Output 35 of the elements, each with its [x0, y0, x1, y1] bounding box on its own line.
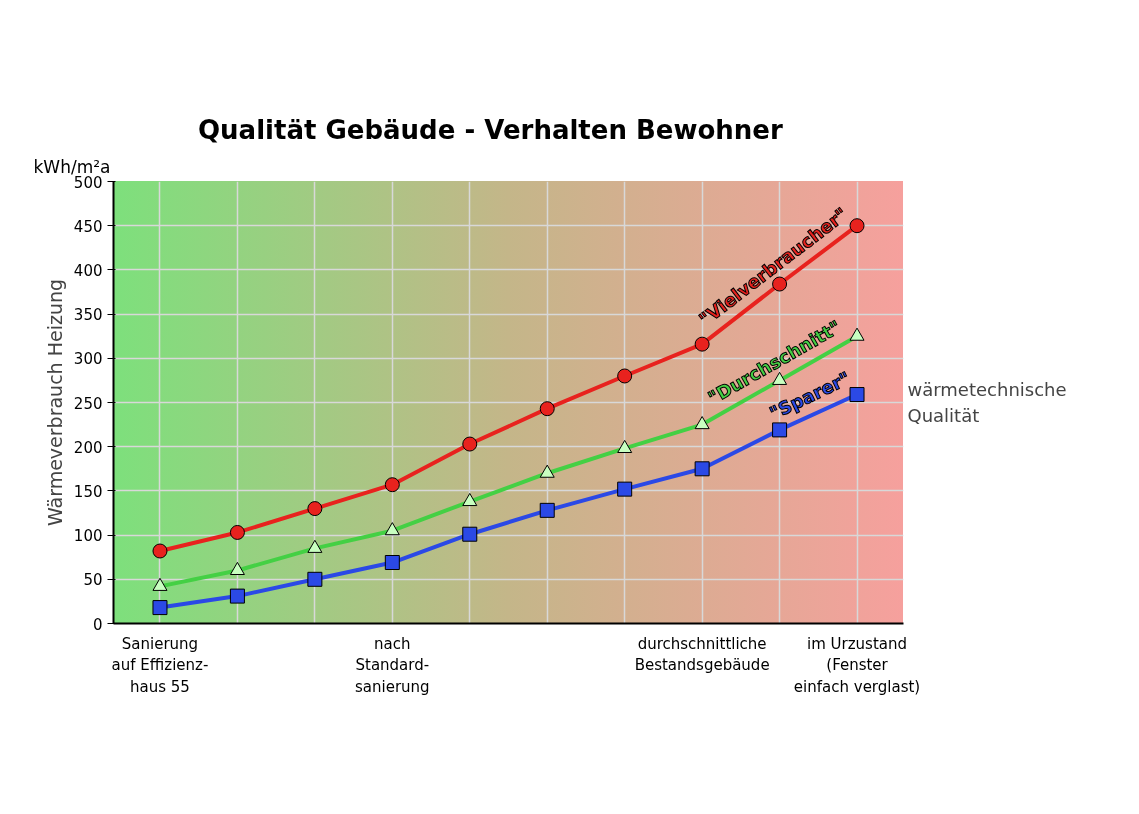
x-tick-label: nach Standard- sanierung	[355, 634, 430, 696]
x-tick-label: durchschnittliche Bestandsgebäude	[634, 634, 770, 675]
point	[772, 422, 788, 438]
y-tick-label: 350	[73, 306, 103, 325]
chart-title: Qualität Gebäude - Verhalten Bewohner	[198, 114, 783, 145]
point	[307, 501, 323, 517]
y-tick-label: 400	[73, 261, 103, 280]
y-tick-label: 50	[83, 571, 103, 590]
point	[384, 477, 400, 493]
y-tick-label: 300	[73, 350, 103, 369]
point	[462, 526, 478, 542]
x-tick-label: im Urzustand (Fenster einfach verglast)	[793, 634, 921, 696]
point	[617, 481, 633, 497]
point	[307, 571, 323, 587]
point	[229, 588, 245, 604]
point	[152, 600, 168, 616]
point	[152, 543, 168, 559]
point	[539, 401, 555, 417]
y-axis-title: Wärmeverbrauch Heizung	[43, 278, 66, 527]
y-tick-label: 450	[73, 217, 103, 236]
y-tick-label: 200	[73, 438, 103, 457]
y-tick-label: 250	[73, 394, 103, 413]
point	[617, 368, 633, 384]
y-tick-label: 150	[73, 482, 103, 501]
y-tick-label: 0	[92, 615, 103, 634]
y-tick-label: 100	[73, 527, 103, 546]
point	[539, 502, 555, 518]
point	[849, 387, 865, 403]
x-tick-label: Sanierung auf Effizienz- haus 55	[111, 634, 209, 696]
x-axis-title: wärmetechnische Qualität	[907, 379, 1067, 426]
point	[384, 555, 400, 570]
point	[849, 218, 865, 234]
point	[694, 461, 710, 477]
point	[229, 524, 245, 540]
point	[462, 436, 478, 452]
